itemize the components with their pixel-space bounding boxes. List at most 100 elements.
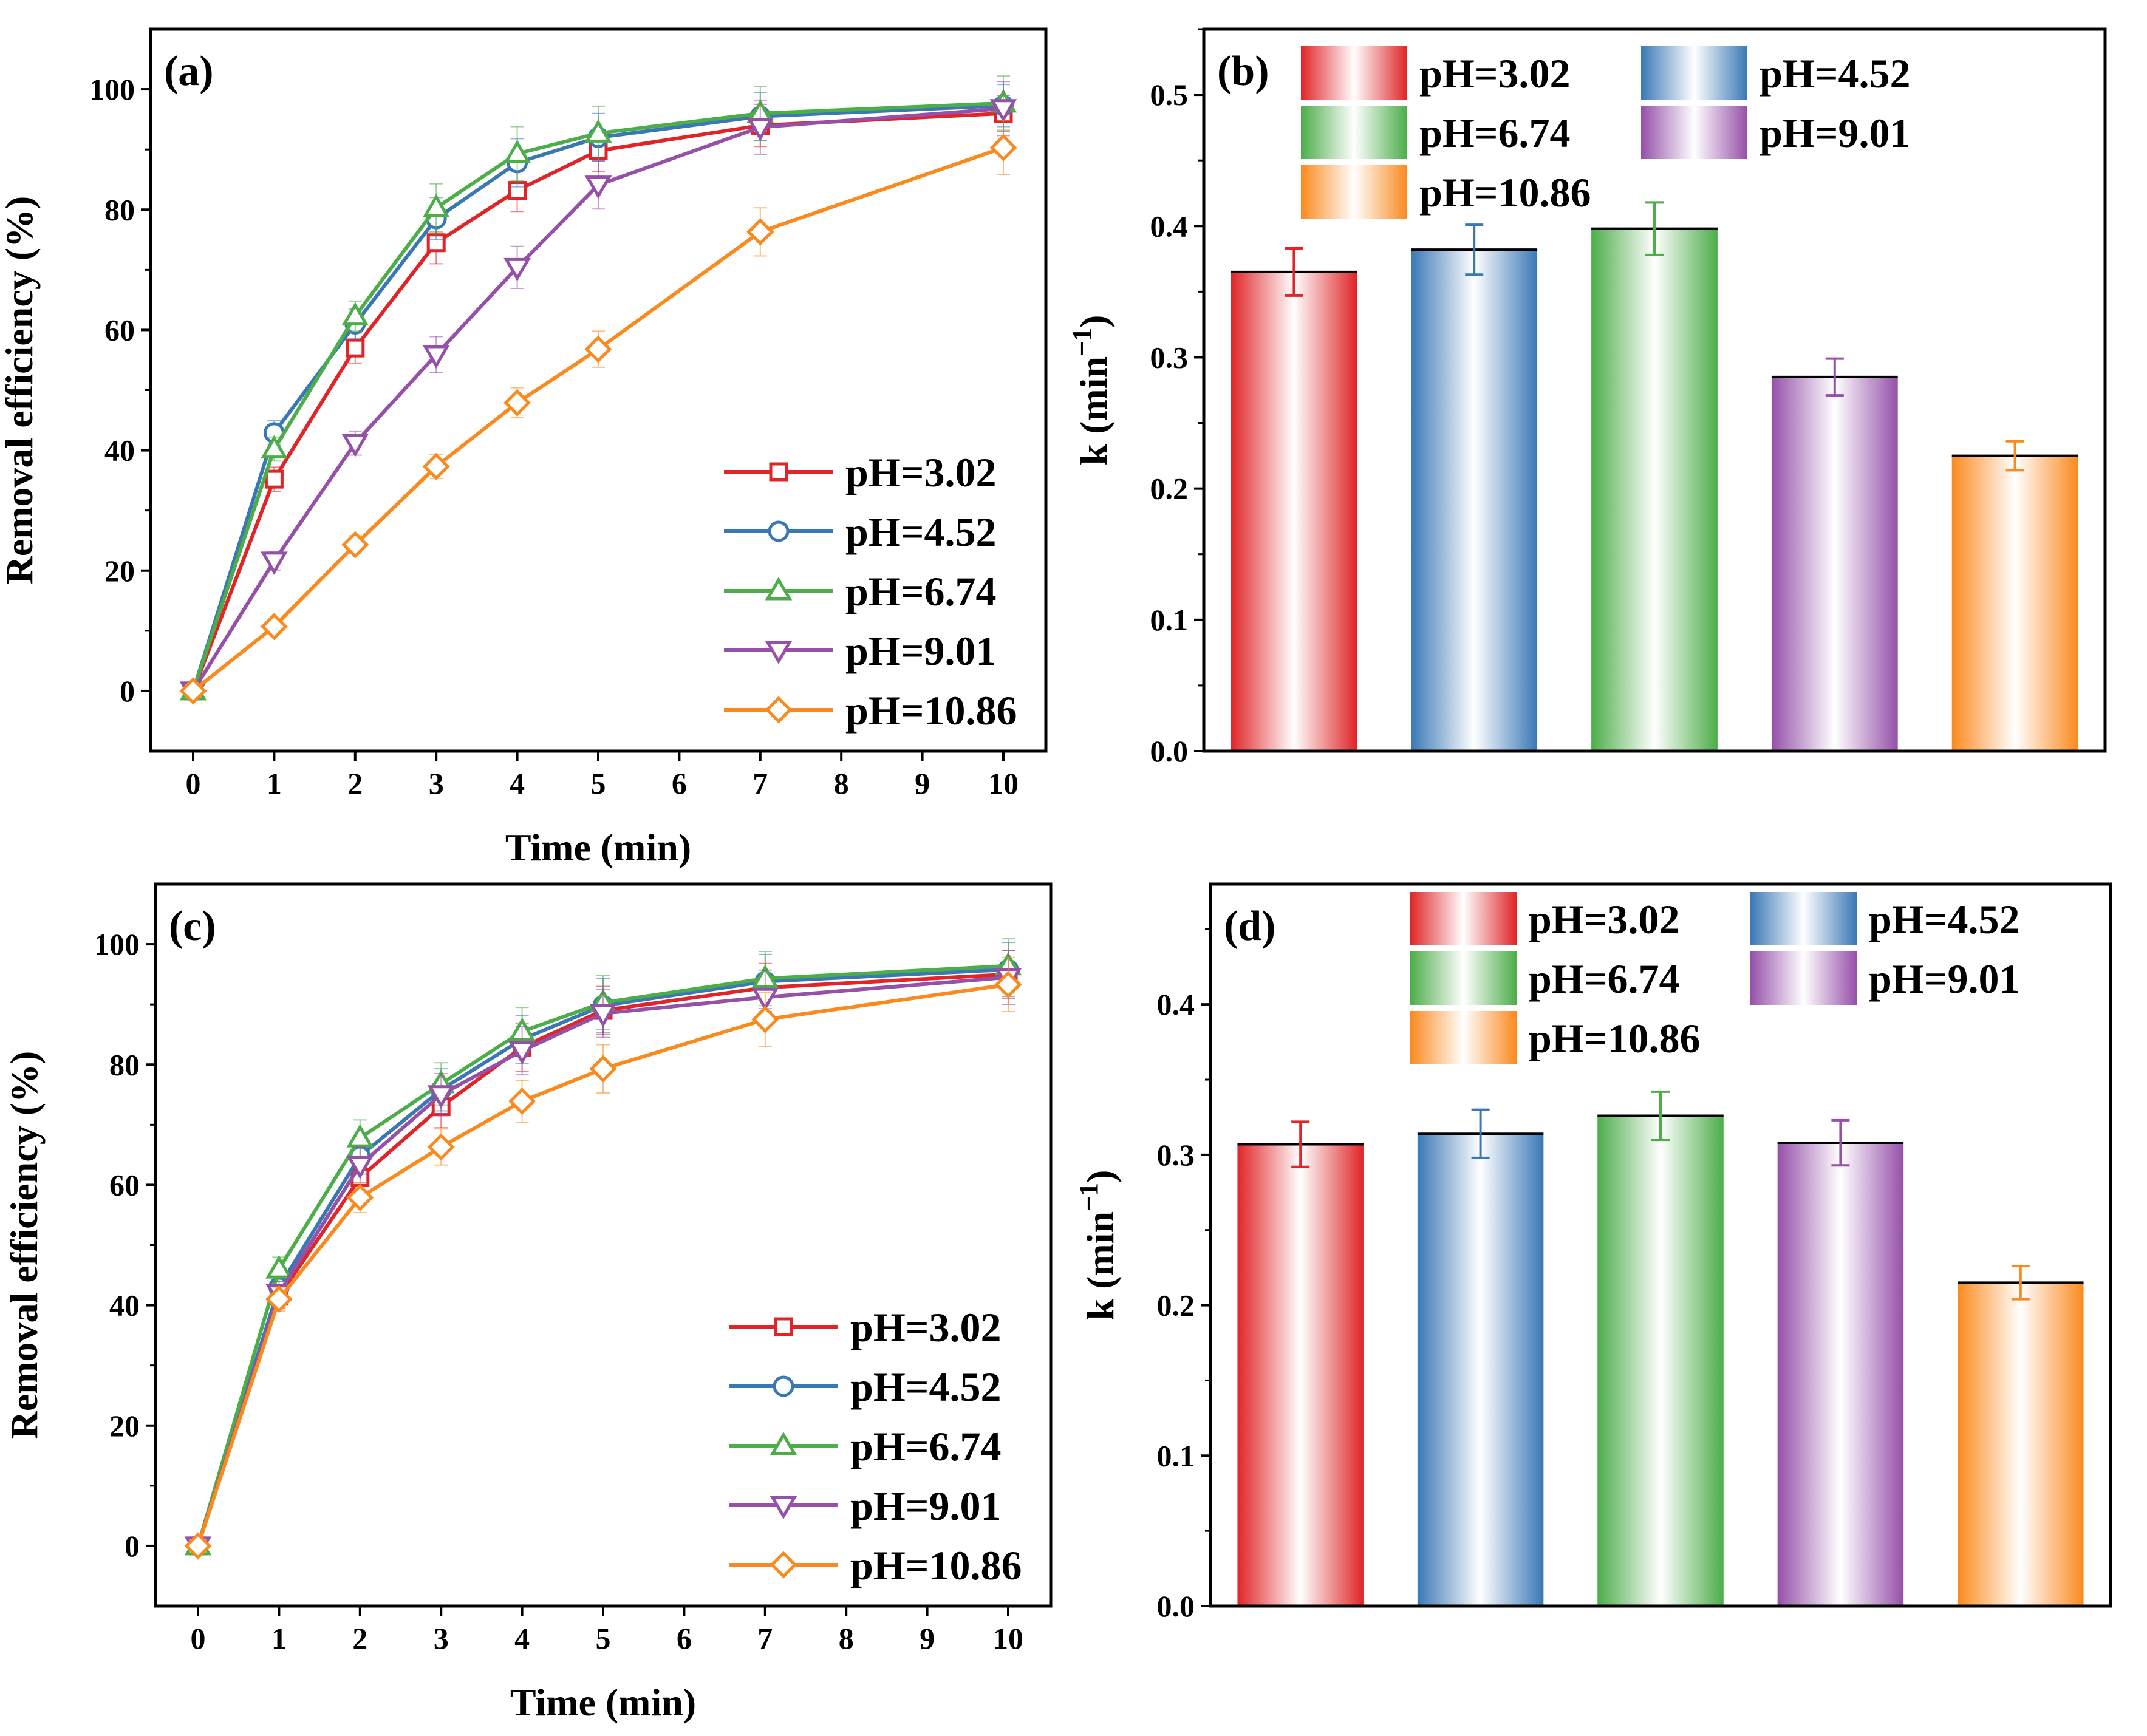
x-tick-label: 5 bbox=[596, 1621, 611, 1655]
legend-marker bbox=[765, 641, 793, 664]
legend-marker bbox=[765, 696, 793, 724]
legend-marker bbox=[770, 1551, 797, 1579]
data-point bbox=[260, 613, 288, 641]
legend-swatch bbox=[1301, 106, 1407, 159]
legend-label: pH=6.74 bbox=[850, 1423, 1001, 1469]
series-line bbox=[191, 103, 1004, 692]
data-point bbox=[427, 1085, 455, 1109]
legend-marker bbox=[770, 1432, 797, 1455]
data-point bbox=[503, 389, 531, 417]
data-point bbox=[751, 1006, 779, 1033]
data-point bbox=[589, 1004, 617, 1028]
data-point bbox=[989, 99, 1017, 123]
legend-swatch bbox=[1750, 892, 1857, 945]
y-tick-label: 0.0 bbox=[1150, 734, 1189, 768]
legend-marker bbox=[765, 577, 793, 601]
y-tick-label: 0.3 bbox=[1150, 340, 1189, 374]
series-line bbox=[196, 972, 1009, 1547]
series-ph-10-86 bbox=[179, 120, 1017, 705]
legend-marker bbox=[768, 520, 790, 542]
data-point bbox=[341, 531, 369, 559]
y-tick-label: 100 bbox=[89, 72, 135, 106]
data-point bbox=[261, 435, 288, 459]
series-ph-9-01 bbox=[184, 949, 1022, 1560]
y-tick-label: 0.5 bbox=[1150, 78, 1189, 112]
legend-marker bbox=[774, 1317, 793, 1336]
series-line bbox=[191, 101, 1004, 692]
data-point bbox=[184, 1532, 212, 1560]
y-axis-title: Removal efficiency (%) bbox=[0, 196, 41, 585]
data-point bbox=[346, 1156, 374, 1179]
y-axis-title: k (min−1) bbox=[1067, 315, 1115, 466]
y-axis-title-close: ) bbox=[1079, 1170, 1122, 1183]
panel-label: (c) bbox=[169, 903, 216, 950]
series-line bbox=[196, 967, 1009, 1547]
x-tick-label: 10 bbox=[993, 1621, 1023, 1655]
y-axis-title-close: ) bbox=[1072, 315, 1115, 328]
legend-label: pH=4.52 bbox=[1760, 50, 1910, 97]
y-tick-label: 0.2 bbox=[1150, 472, 1189, 506]
x-tick-label: 4 bbox=[510, 766, 525, 800]
bar-ph-10-86 bbox=[1951, 455, 2078, 751]
legend-label: pH=10.86 bbox=[1419, 169, 1591, 216]
data-point bbox=[179, 677, 207, 705]
bar-ph-3-02 bbox=[1237, 1144, 1364, 1606]
legend-swatch bbox=[1410, 951, 1517, 1005]
legend-label: pH=9.01 bbox=[850, 1483, 1001, 1529]
legend-swatch bbox=[1301, 165, 1407, 219]
x-tick-label: 9 bbox=[915, 766, 930, 800]
x-tick-label: 7 bbox=[753, 766, 768, 800]
legend-label: pH=9.01 bbox=[845, 628, 996, 674]
data-point bbox=[508, 1041, 536, 1065]
x-tick-label: 2 bbox=[347, 766, 363, 800]
data-point bbox=[746, 218, 774, 246]
series-line bbox=[192, 146, 1004, 693]
legend-swatch bbox=[1750, 951, 1857, 1005]
y-tick-label: 60 bbox=[104, 313, 135, 347]
y-tick-label: 40 bbox=[104, 434, 135, 468]
legend-swatch bbox=[1641, 106, 1747, 159]
data-point bbox=[508, 1088, 536, 1115]
x-tick-label: 4 bbox=[514, 1621, 530, 1655]
series-line bbox=[191, 106, 1004, 692]
y-tick-label: 0.4 bbox=[1150, 209, 1189, 243]
y-tick-label: 100 bbox=[94, 927, 140, 961]
x-tick-label: 6 bbox=[677, 1621, 692, 1655]
x-tick-label: 6 bbox=[672, 766, 687, 800]
y-tick-label: 0.3 bbox=[1157, 1138, 1195, 1172]
x-tick-label: 8 bbox=[834, 766, 849, 800]
y-tick-label: 0.1 bbox=[1157, 1438, 1195, 1472]
x-tick-label: 0 bbox=[186, 766, 201, 800]
x-tick-label: 2 bbox=[352, 1621, 367, 1655]
legend-label: pH=10.86 bbox=[1529, 1015, 1700, 1061]
y-axis-title-main: k (min bbox=[1072, 356, 1115, 466]
legend-label: pH=6.74 bbox=[1529, 956, 1679, 1002]
legend-label: pH=6.74 bbox=[845, 568, 996, 614]
legend-label: pH=9.01 bbox=[1869, 956, 2019, 1002]
legend-label: pH=4.52 bbox=[850, 1364, 1001, 1410]
y-tick-label: 0 bbox=[120, 674, 135, 708]
x-tick-label: 8 bbox=[839, 1621, 854, 1655]
series-line bbox=[191, 111, 1004, 692]
x-tick-label: 1 bbox=[271, 1621, 287, 1655]
data-point bbox=[989, 134, 1017, 162]
legend: pH=3.02 pH=4.52 pH=6.74 pH=9.01 pH=10.86 bbox=[724, 449, 1017, 734]
panel-d-bar-chart: 0.0 0.1 0.2 0.3 0.4 k (min−1) (d) pH=3.02 pH=4.5… bbox=[1074, 882, 2112, 1623]
legend-label: pH=4.52 bbox=[1869, 896, 2019, 942]
legend-label: pH=9.01 bbox=[1760, 110, 1910, 156]
panel-label: (a) bbox=[164, 48, 214, 95]
data-point bbox=[584, 175, 612, 199]
y-axis-title-superscript: −1 bbox=[1067, 328, 1097, 356]
x-tick-label: 9 bbox=[920, 1621, 935, 1655]
legend-marker bbox=[773, 1375, 794, 1397]
legend-swatch bbox=[1410, 1011, 1517, 1064]
legend-swatch bbox=[1410, 892, 1517, 945]
legend-label: pH=10.86 bbox=[850, 1542, 1022, 1588]
bar-ph-4-52 bbox=[1411, 250, 1538, 752]
series-ph-9-01 bbox=[179, 81, 1017, 705]
legend-swatch bbox=[1301, 46, 1407, 100]
legend-label: pH=10.86 bbox=[845, 687, 1017, 734]
data-point bbox=[261, 551, 288, 575]
